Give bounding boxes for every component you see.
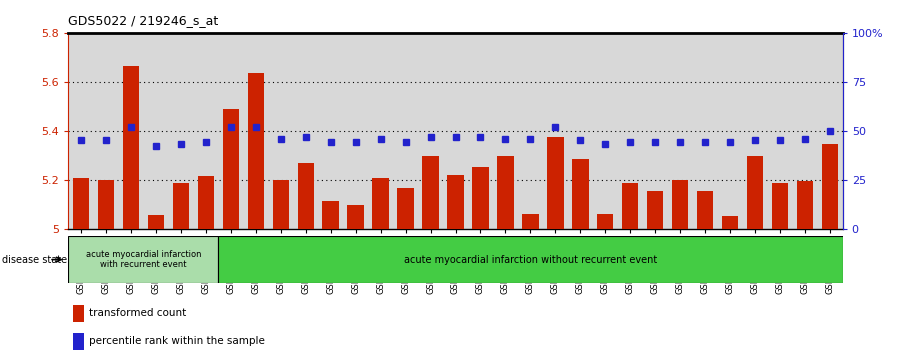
Bar	[219, 236, 843, 283]
Bar	[172, 183, 189, 229]
Bar	[497, 156, 514, 229]
Bar	[773, 183, 788, 229]
Bar	[298, 163, 313, 229]
Text: acute myocardial infarction without recurrent event: acute myocardial infarction without recu…	[404, 254, 657, 265]
Bar	[447, 175, 464, 229]
Bar	[322, 200, 339, 229]
Bar	[598, 214, 613, 229]
Text: acute myocardial infarction
with recurrent event: acute myocardial infarction with recurre…	[86, 250, 201, 269]
Bar	[423, 156, 438, 229]
Bar	[572, 159, 589, 229]
Bar	[97, 180, 114, 229]
Bar	[797, 181, 814, 229]
Bar	[73, 179, 89, 229]
Bar	[148, 215, 164, 229]
Bar	[68, 236, 219, 283]
Bar	[222, 109, 239, 229]
Bar	[198, 176, 214, 229]
Bar	[622, 183, 639, 229]
Bar	[822, 144, 838, 229]
Bar	[397, 188, 414, 229]
Text: GDS5022 / 219246_s_at: GDS5022 / 219246_s_at	[68, 15, 219, 28]
Bar	[647, 191, 663, 229]
Text: disease state: disease state	[2, 254, 67, 265]
Bar	[548, 137, 564, 229]
Bar	[73, 333, 84, 350]
Bar	[722, 216, 739, 229]
Bar	[248, 73, 264, 229]
Bar	[73, 305, 84, 322]
Bar	[123, 66, 138, 229]
Text: transformed count: transformed count	[88, 308, 186, 318]
Bar	[672, 180, 689, 229]
Bar	[522, 214, 538, 229]
Bar	[373, 179, 389, 229]
Bar	[272, 180, 289, 229]
Bar	[697, 191, 713, 229]
Bar	[473, 167, 488, 229]
Text: percentile rank within the sample: percentile rank within the sample	[88, 336, 265, 346]
Bar	[347, 205, 363, 229]
Bar	[747, 156, 763, 229]
